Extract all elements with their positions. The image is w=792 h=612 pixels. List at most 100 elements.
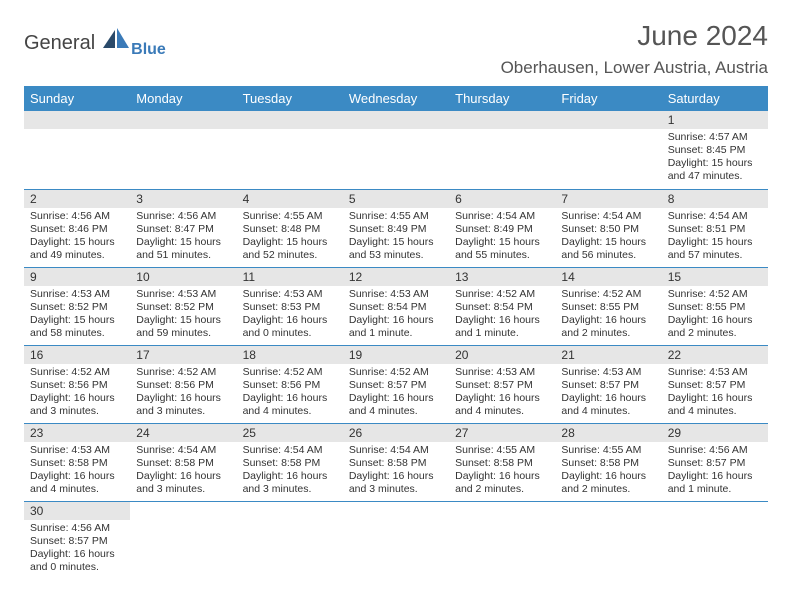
day-info: Sunrise: 4:56 AMSunset: 8:57 PMDaylight:… (662, 442, 768, 501)
day-number: 10 (130, 268, 236, 286)
calendar-cell-empty (130, 501, 236, 579)
day-number: 13 (449, 268, 555, 286)
calendar-cell: 7Sunrise: 4:54 AMSunset: 8:50 PMDaylight… (555, 189, 661, 267)
weekday-header: Wednesday (343, 86, 449, 111)
day-number: 24 (130, 424, 236, 442)
weekday-header: Monday (130, 86, 236, 111)
calendar-header-row: SundayMondayTuesdayWednesdayThursdayFrid… (24, 86, 768, 111)
calendar-cell: 29Sunrise: 4:56 AMSunset: 8:57 PMDayligh… (662, 423, 768, 501)
logo-text-sub: Blue (131, 41, 166, 59)
day-number: 23 (24, 424, 130, 442)
header: General Blue June 2024 Oberhausen, Lower… (24, 20, 768, 78)
day-info: Sunrise: 4:53 AMSunset: 8:57 PMDaylight:… (555, 364, 661, 423)
day-number: 29 (662, 424, 768, 442)
calendar-cell: 16Sunrise: 4:52 AMSunset: 8:56 PMDayligh… (24, 345, 130, 423)
calendar-cell: 9Sunrise: 4:53 AMSunset: 8:52 PMDaylight… (24, 267, 130, 345)
calendar-cell: 27Sunrise: 4:55 AMSunset: 8:58 PMDayligh… (449, 423, 555, 501)
day-info: Sunrise: 4:54 AMSunset: 8:51 PMDaylight:… (662, 208, 768, 267)
calendar-cell: 28Sunrise: 4:55 AMSunset: 8:58 PMDayligh… (555, 423, 661, 501)
day-number: 14 (555, 268, 661, 286)
calendar-cell-empty (449, 111, 555, 189)
day-number: 15 (662, 268, 768, 286)
empty-daynum (343, 111, 449, 129)
day-info: Sunrise: 4:55 AMSunset: 8:48 PMDaylight:… (237, 208, 343, 267)
day-info: Sunrise: 4:52 AMSunset: 8:57 PMDaylight:… (343, 364, 449, 423)
calendar-row: 30Sunrise: 4:56 AMSunset: 8:57 PMDayligh… (24, 501, 768, 579)
calendar-cell-empty (343, 111, 449, 189)
day-number: 22 (662, 346, 768, 364)
calendar-cell: 30Sunrise: 4:56 AMSunset: 8:57 PMDayligh… (24, 501, 130, 579)
day-info: Sunrise: 4:57 AMSunset: 8:45 PMDaylight:… (662, 129, 768, 188)
day-info: Sunrise: 4:53 AMSunset: 8:54 PMDaylight:… (343, 286, 449, 345)
calendar-cell: 8Sunrise: 4:54 AMSunset: 8:51 PMDaylight… (662, 189, 768, 267)
logo-sail-icon (103, 28, 131, 55)
day-number: 3 (130, 190, 236, 208)
calendar-row: 23Sunrise: 4:53 AMSunset: 8:58 PMDayligh… (24, 423, 768, 501)
day-info: Sunrise: 4:53 AMSunset: 8:57 PMDaylight:… (449, 364, 555, 423)
day-info: Sunrise: 4:56 AMSunset: 8:57 PMDaylight:… (24, 520, 130, 579)
calendar-cell: 26Sunrise: 4:54 AMSunset: 8:58 PMDayligh… (343, 423, 449, 501)
day-info: Sunrise: 4:52 AMSunset: 8:56 PMDaylight:… (130, 364, 236, 423)
calendar-cell-empty (237, 111, 343, 189)
calendar-cell: 22Sunrise: 4:53 AMSunset: 8:57 PMDayligh… (662, 345, 768, 423)
calendar-cell: 10Sunrise: 4:53 AMSunset: 8:52 PMDayligh… (130, 267, 236, 345)
calendar-row: 9Sunrise: 4:53 AMSunset: 8:52 PMDaylight… (24, 267, 768, 345)
calendar-cell: 1Sunrise: 4:57 AMSunset: 8:45 PMDaylight… (662, 111, 768, 189)
empty-daynum (24, 111, 130, 129)
weekday-header: Tuesday (237, 86, 343, 111)
calendar-cell: 13Sunrise: 4:52 AMSunset: 8:54 PMDayligh… (449, 267, 555, 345)
day-info: Sunrise: 4:55 AMSunset: 8:58 PMDaylight:… (449, 442, 555, 501)
weekday-header: Sunday (24, 86, 130, 111)
day-number: 4 (237, 190, 343, 208)
calendar-cell: 15Sunrise: 4:52 AMSunset: 8:55 PMDayligh… (662, 267, 768, 345)
calendar-table: SundayMondayTuesdayWednesdayThursdayFrid… (24, 86, 768, 579)
day-number: 21 (555, 346, 661, 364)
day-info: Sunrise: 4:52 AMSunset: 8:56 PMDaylight:… (237, 364, 343, 423)
day-info: Sunrise: 4:52 AMSunset: 8:55 PMDaylight:… (555, 286, 661, 345)
day-info: Sunrise: 4:53 AMSunset: 8:52 PMDaylight:… (24, 286, 130, 345)
day-number: 27 (449, 424, 555, 442)
day-info: Sunrise: 4:52 AMSunset: 8:55 PMDaylight:… (662, 286, 768, 345)
calendar-cell: 4Sunrise: 4:55 AMSunset: 8:48 PMDaylight… (237, 189, 343, 267)
calendar-cell: 6Sunrise: 4:54 AMSunset: 8:49 PMDaylight… (449, 189, 555, 267)
calendar-row: 1Sunrise: 4:57 AMSunset: 8:45 PMDaylight… (24, 111, 768, 189)
empty-daynum (130, 111, 236, 129)
day-number: 8 (662, 190, 768, 208)
empty-daynum (237, 111, 343, 129)
day-info: Sunrise: 4:55 AMSunset: 8:58 PMDaylight:… (555, 442, 661, 501)
location-text: Oberhausen, Lower Austria, Austria (501, 58, 768, 78)
calendar-cell: 12Sunrise: 4:53 AMSunset: 8:54 PMDayligh… (343, 267, 449, 345)
weekday-header: Thursday (449, 86, 555, 111)
calendar-cell: 5Sunrise: 4:55 AMSunset: 8:49 PMDaylight… (343, 189, 449, 267)
calendar-cell-empty (237, 501, 343, 579)
day-number: 12 (343, 268, 449, 286)
logo-text-main: General (24, 32, 95, 55)
day-number: 20 (449, 346, 555, 364)
day-number: 19 (343, 346, 449, 364)
calendar-cell: 17Sunrise: 4:52 AMSunset: 8:56 PMDayligh… (130, 345, 236, 423)
calendar-cell: 2Sunrise: 4:56 AMSunset: 8:46 PMDaylight… (24, 189, 130, 267)
calendar-cell-empty (555, 111, 661, 189)
calendar-cell: 20Sunrise: 4:53 AMSunset: 8:57 PMDayligh… (449, 345, 555, 423)
calendar-cell-empty (662, 501, 768, 579)
calendar-cell: 18Sunrise: 4:52 AMSunset: 8:56 PMDayligh… (237, 345, 343, 423)
weekday-header: Friday (555, 86, 661, 111)
day-info: Sunrise: 4:54 AMSunset: 8:49 PMDaylight:… (449, 208, 555, 267)
calendar-cell-empty (449, 501, 555, 579)
day-number: 7 (555, 190, 661, 208)
calendar-cell: 25Sunrise: 4:54 AMSunset: 8:58 PMDayligh… (237, 423, 343, 501)
day-number: 17 (130, 346, 236, 364)
day-number: 28 (555, 424, 661, 442)
calendar-cell: 21Sunrise: 4:53 AMSunset: 8:57 PMDayligh… (555, 345, 661, 423)
day-number: 1 (662, 111, 768, 129)
day-info: Sunrise: 4:53 AMSunset: 8:52 PMDaylight:… (130, 286, 236, 345)
empty-daynum (449, 111, 555, 129)
day-info: Sunrise: 4:56 AMSunset: 8:46 PMDaylight:… (24, 208, 130, 267)
day-number: 11 (237, 268, 343, 286)
day-number: 9 (24, 268, 130, 286)
title-block: June 2024 Oberhausen, Lower Austria, Aus… (501, 20, 768, 78)
logo: General Blue (24, 20, 168, 55)
day-info: Sunrise: 4:54 AMSunset: 8:50 PMDaylight:… (555, 208, 661, 267)
day-info: Sunrise: 4:52 AMSunset: 8:56 PMDaylight:… (24, 364, 130, 423)
calendar-cell: 11Sunrise: 4:53 AMSunset: 8:53 PMDayligh… (237, 267, 343, 345)
